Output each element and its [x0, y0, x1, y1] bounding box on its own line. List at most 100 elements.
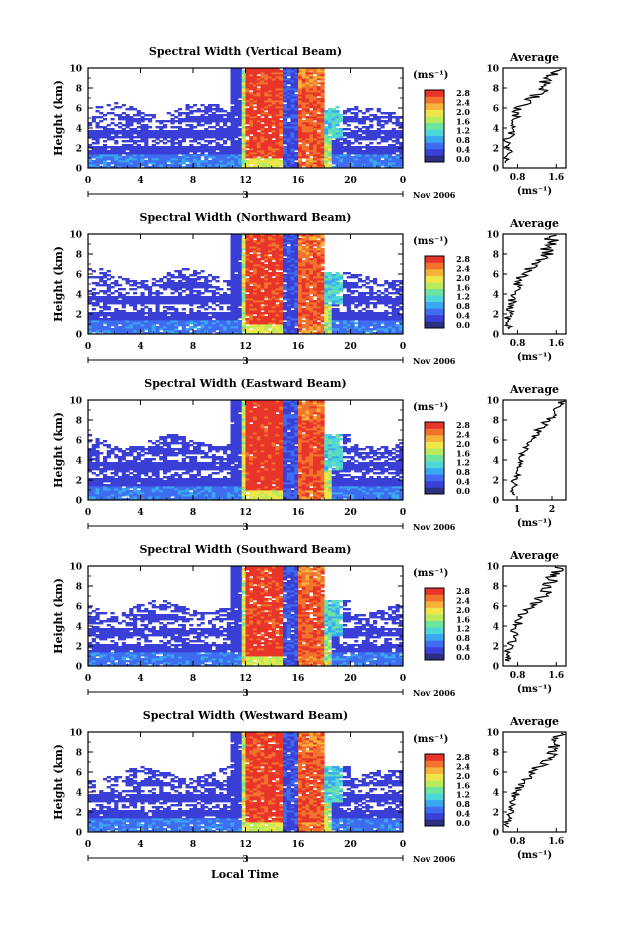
heatmap-cell	[294, 106, 299, 109]
heatmap-cell	[166, 156, 171, 159]
heatmap-cell	[271, 160, 276, 163]
heatmap-cell	[253, 72, 258, 75]
heatmap-cell	[200, 120, 205, 123]
heatmap-cell	[133, 312, 138, 315]
heatmap-cell	[95, 138, 100, 141]
heatmap-cell	[290, 156, 295, 159]
heatmap-cell	[316, 104, 321, 107]
heatmap-cell	[309, 128, 314, 131]
heatmap-cell	[204, 146, 209, 149]
heatmap-cell	[200, 148, 205, 151]
heatmap-cell	[140, 160, 145, 163]
heatmap-cell	[125, 160, 130, 163]
heatmap-cell	[88, 158, 93, 161]
heatmap-cell	[99, 310, 104, 313]
heatmap-cell	[335, 110, 340, 113]
heatmap-cell	[200, 312, 205, 315]
heatmap-cell	[245, 118, 250, 121]
heatmap-cell	[264, 146, 269, 149]
heatmap-cell	[148, 154, 153, 157]
heatmap-cell	[256, 96, 261, 99]
heatmap-cell	[140, 162, 145, 165]
heatmap-cell	[110, 328, 115, 331]
heatmap-cell	[328, 108, 333, 111]
heatmap-cell	[196, 146, 201, 149]
heatmap-cell	[238, 144, 243, 147]
heatmap-cell	[268, 120, 273, 123]
heatmap-cell	[234, 68, 239, 71]
heatmap-cell	[185, 328, 190, 331]
heatmap-cell	[335, 128, 340, 131]
heatmap-cell	[279, 80, 284, 83]
heatmap-cell	[223, 140, 228, 143]
heatmap-cell	[301, 88, 306, 91]
heatmap-cell	[271, 78, 276, 81]
heatmap-cell	[129, 156, 134, 159]
heatmap-cell	[211, 150, 216, 153]
heatmap-cell	[309, 72, 314, 75]
heatmap-cell	[95, 134, 100, 137]
heatmap-cell	[234, 152, 239, 155]
heatmap-cell	[283, 274, 288, 277]
heatmap-cell	[286, 158, 291, 161]
heatmap-cell	[159, 128, 164, 131]
heatmap-cell	[95, 154, 100, 157]
heatmap-cell	[144, 156, 149, 159]
heatmap-cell	[181, 268, 186, 271]
heatmap-cell	[155, 152, 160, 155]
heatmap-cell	[95, 136, 100, 139]
heatmap-cell	[140, 148, 145, 151]
heatmap-cell	[271, 70, 276, 73]
heatmap-cell	[118, 148, 123, 151]
heatmap-cell	[309, 86, 314, 89]
heatmap-cell	[118, 132, 123, 135]
heatmap-cell	[264, 128, 269, 131]
heatmap-cell	[339, 282, 344, 285]
heatmap-cell	[193, 158, 198, 161]
heatmap-cell	[241, 148, 246, 151]
heatmap-cell	[271, 134, 276, 137]
heatmap-cell	[110, 136, 115, 139]
heatmap-cell	[208, 312, 213, 315]
heatmap-cell	[354, 326, 359, 329]
heatmap-cell	[249, 154, 254, 157]
heatmap-cell	[283, 284, 288, 287]
heatmap-cell	[275, 118, 280, 121]
heatmap-cell	[309, 134, 314, 137]
heatmap-cell	[211, 156, 216, 159]
heatmap-cell	[230, 142, 235, 145]
heatmap-cell	[241, 124, 246, 127]
average-frame	[502, 67, 567, 169]
heatmap-cell	[350, 274, 355, 277]
heatmap-cell	[140, 128, 145, 131]
heatmap-cell	[215, 130, 220, 133]
heatmap-cell	[155, 126, 160, 129]
heatmap-cell	[219, 166, 224, 169]
heatmap-cell	[268, 140, 273, 143]
heatmap-cell	[181, 158, 186, 161]
heatmap-cell	[181, 166, 186, 169]
heatmap-cell	[256, 138, 261, 141]
heatmap-cell	[193, 156, 198, 159]
heatmap-cell	[294, 130, 299, 133]
heatmap-cell	[196, 156, 201, 159]
heatmap-cell	[208, 110, 213, 113]
heatmap-cell	[320, 72, 325, 75]
heatmap-cell	[264, 140, 269, 143]
heatmap-cell	[245, 76, 250, 79]
heatmap-cell	[193, 154, 198, 157]
heatmap-cell	[170, 122, 175, 125]
heatmap-cell	[226, 126, 231, 129]
heatmap-cell	[91, 134, 96, 137]
heatmap-cell	[301, 324, 306, 327]
heatmap-cell	[256, 160, 261, 163]
heatmap-cell	[219, 136, 224, 139]
heatmap-cell	[189, 136, 194, 139]
heatmap-cell	[238, 166, 243, 169]
heatmap-cell	[309, 126, 314, 129]
heatmap-cell	[313, 82, 318, 85]
heatmap-cell	[196, 162, 201, 165]
heatmap-cell	[103, 280, 108, 283]
heatmap-cell	[350, 112, 355, 115]
heatmap-cell	[253, 86, 258, 89]
